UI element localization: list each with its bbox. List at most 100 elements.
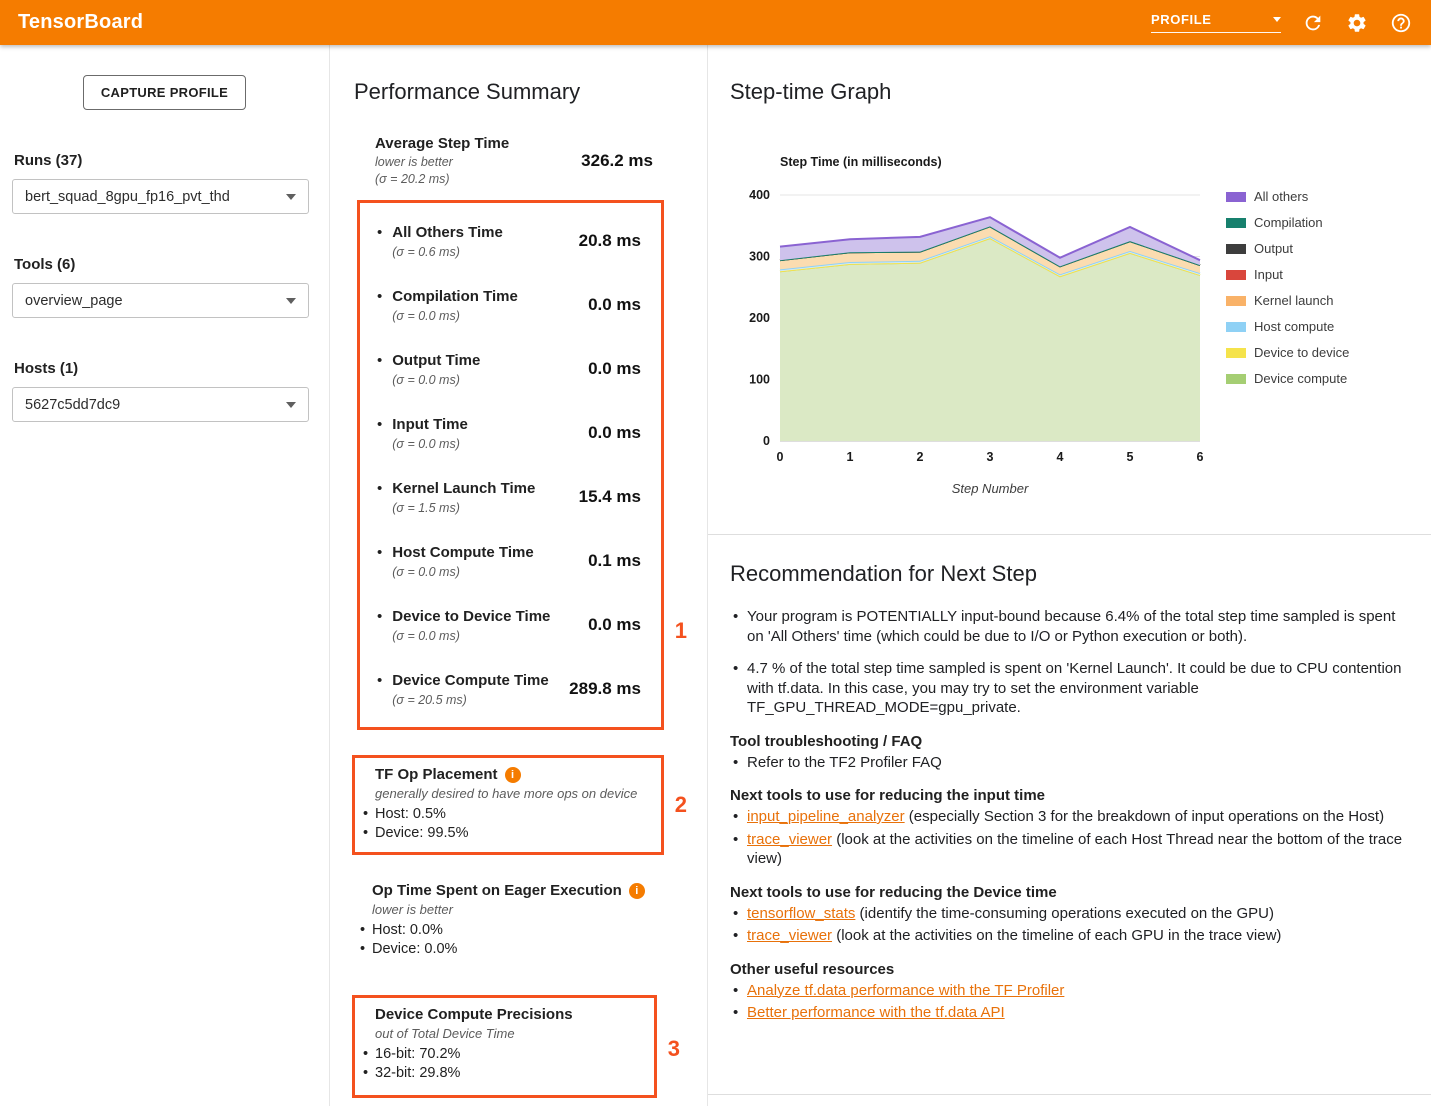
eager-execution-block: Op Time Spent on Eager Execution i lower… — [360, 882, 664, 959]
dashboard-select[interactable]: PROFILE — [1151, 12, 1281, 33]
legend-swatch — [1226, 217, 1246, 228]
metric-label: Output Time — [392, 352, 481, 369]
legend-swatch — [1226, 295, 1246, 306]
bullet-text: Analyze tf.data performance with the TF … — [747, 981, 1409, 1001]
recommendation-card: Recommendation for Next Step • Your progr… — [708, 535, 1431, 1095]
legend-label: Output — [1254, 241, 1294, 256]
metric-value: 0.0 ms — [588, 423, 641, 442]
svg-text:Step Number: Step Number — [952, 481, 1029, 496]
main-content: CAPTURE PROFILE Runs (37) bert_squad_8gp… — [0, 45, 1431, 1106]
bullet: • — [733, 1004, 739, 1021]
metric-value: 0.0 ms — [588, 359, 641, 378]
eager-execution-title: Op Time Spent on Eager Execution i — [372, 882, 664, 899]
metric-label: Compilation Time — [392, 288, 518, 305]
metric-value: 15.4 ms — [578, 487, 641, 506]
info-icon[interactable]: i — [628, 882, 645, 899]
chevron-down-icon — [286, 401, 296, 408]
info-icon[interactable]: i — [504, 766, 521, 783]
metric-label: Kernel Launch Time — [392, 480, 536, 497]
bullet: • — [377, 352, 383, 369]
chevron-down-icon — [1273, 17, 1281, 22]
help-icon[interactable] — [1389, 11, 1413, 35]
runs-select[interactable]: bert_squad_8gpu_fp16_pvt_thd — [12, 179, 309, 214]
step-time-graph-title: Step-time Graph — [730, 79, 892, 104]
recommendation-sections: Tool troubleshooting / FAQ • Refer to the … — [730, 733, 1409, 1023]
metric-sigma: (σ = 0.6 ms) — [392, 245, 460, 259]
legend-label: Device to device — [1254, 345, 1350, 360]
stat-text: Device: 0.0% — [372, 941, 458, 957]
legend-item: Compilation — [1226, 215, 1349, 230]
legend-label: Compilation — [1254, 215, 1323, 230]
link-trace-viewer[interactable]: trace_viewer — [747, 830, 833, 848]
bullet: • — [377, 288, 383, 305]
legend-swatch — [1226, 347, 1246, 358]
stat-line: • Device: 0.0% — [360, 940, 664, 959]
bullet: • — [377, 224, 383, 241]
link-tensorflow-stats[interactable]: tensorflow_stats — [747, 904, 856, 922]
bullet: • — [733, 808, 739, 825]
recommendation-bullet: • trace_viewer (look at the activities on… — [730, 830, 1409, 869]
tf-op-placement-title: TF Op Placement i — [375, 766, 647, 783]
metric-row: • Device Compute Time (σ = 20.5 ms) 289.8 m… — [377, 657, 641, 721]
link-analyze-tf-data-performance-with-the-tf-profiler[interactable]: Analyze tf.data performance with the TF … — [747, 981, 1065, 999]
metric-sigma: (σ = 1.5 ms) — [392, 501, 460, 515]
link-better-performance-with-the-tf-data-api[interactable]: Better performance with the tf.data API — [747, 1004, 1005, 1021]
metric-value: 289.8 ms — [569, 679, 641, 698]
average-step-time-note: lower is better — [375, 155, 453, 169]
link-trace-viewer[interactable]: trace_viewer — [747, 927, 833, 944]
bullet-text: tensorflow_stats (identify the time-cons… — [747, 904, 1409, 924]
device-compute-precisions-note: out of Total Device Time — [375, 1026, 515, 1041]
section-heading: Next tools to use for reducing the input… — [730, 787, 1046, 804]
metric-row: • Compilation Time (σ = 0.0 ms) 0.0 ms — [377, 273, 641, 337]
text-segment: (look at the activities on the timeline … — [747, 830, 1403, 868]
recommendation-bullet: • Analyze tf.data performance with the TF… — [730, 981, 1409, 1001]
sidebar: CAPTURE PROFILE Runs (37) bert_squad_8gp… — [0, 45, 330, 1106]
metric-text: Output Time (σ = 0.0 ms) — [392, 351, 480, 387]
annotation-3: 3 — [667, 1036, 680, 1061]
svg-text:0: 0 — [763, 434, 770, 448]
link-input-pipeline-analyzer[interactable]: input_pipeline_analyzer — [747, 808, 905, 825]
bullet-text: Better performance with the tf.data API — [747, 1003, 1409, 1023]
stat-line: • Host: 0.5% — [363, 805, 647, 824]
metric-sigma: (σ = 20.5 ms) — [392, 693, 467, 707]
device-compute-precisions-title: Device Compute Precisions — [375, 1006, 640, 1023]
metric-row: • Device to Device Time (σ = 0.0 ms) 0.0 ms — [377, 593, 641, 657]
top-bar: TensorBoard PROFILE — [0, 0, 1431, 45]
metric-text: Compilation Time (σ = 0.0 ms) — [392, 287, 518, 323]
chart-area: 0 100 200 300 400 0 1 2 3 4 5 6 Step Number All othe… — [730, 181, 1431, 503]
metric-sigma: (σ = 0.0 ms) — [392, 629, 460, 643]
bullet: • — [733, 830, 739, 848]
metric-sigma: (σ = 0.0 ms) — [392, 565, 460, 579]
step-time-breakdown-box: • All Others Time (σ = 0.6 ms) 20.8 ms • Comp… — [357, 200, 687, 730]
app-title: TensorBoard — [18, 11, 144, 33]
svg-text:6: 6 — [1197, 450, 1204, 464]
average-step-time-label: Average Step Time — [375, 135, 510, 152]
refresh-icon[interactable] — [1301, 11, 1325, 35]
legend-swatch — [1226, 191, 1246, 202]
bullet: • — [733, 608, 739, 625]
capture-profile-button[interactable]: CAPTURE PROFILE — [82, 75, 247, 110]
legend-item: Output — [1226, 241, 1349, 256]
legend-swatch — [1226, 321, 1246, 332]
bullet: • — [377, 416, 383, 433]
hosts-select[interactable]: 5627c5dd7dc9 — [12, 387, 309, 422]
text-segment: 4.7 % of the total step time sampled is … — [747, 660, 1402, 716]
recommendation-bullet: • Your program is POTENTIALLY input-bound… — [730, 607, 1409, 646]
eager-execution-note: lower is better — [372, 902, 453, 917]
metric-label: Host Compute Time — [392, 544, 534, 561]
bullet: • — [377, 672, 383, 689]
metric-list: • All Others Time (σ = 0.6 ms) 20.8 ms • Comp… — [377, 209, 641, 721]
tf-op-placement-label: TF Op Placement — [375, 766, 498, 783]
section-heading: Next tools to use for reducing the Devic… — [730, 883, 1057, 901]
recommendation-bullet: • Better performance with the tf.data API — [730, 1003, 1409, 1023]
performance-summary-title: Performance Summary — [354, 79, 581, 104]
dashboard-select-value: PROFILE — [1151, 12, 1212, 27]
header-actions: PROFILE — [1151, 11, 1413, 35]
device-compute-precisions-label: Device Compute Precisions — [375, 1006, 573, 1023]
gear-icon[interactable] — [1345, 11, 1369, 35]
tools-select[interactable]: overview_page — [12, 283, 309, 318]
tools-select-value: overview_page — [25, 292, 123, 309]
metric-sigma: (σ = 0.0 ms) — [392, 373, 460, 387]
average-step-time-row: Average Step Time lower is better (σ = 2… — [375, 135, 653, 186]
metric-text: All Others Time (σ = 0.6 ms) — [392, 223, 503, 259]
